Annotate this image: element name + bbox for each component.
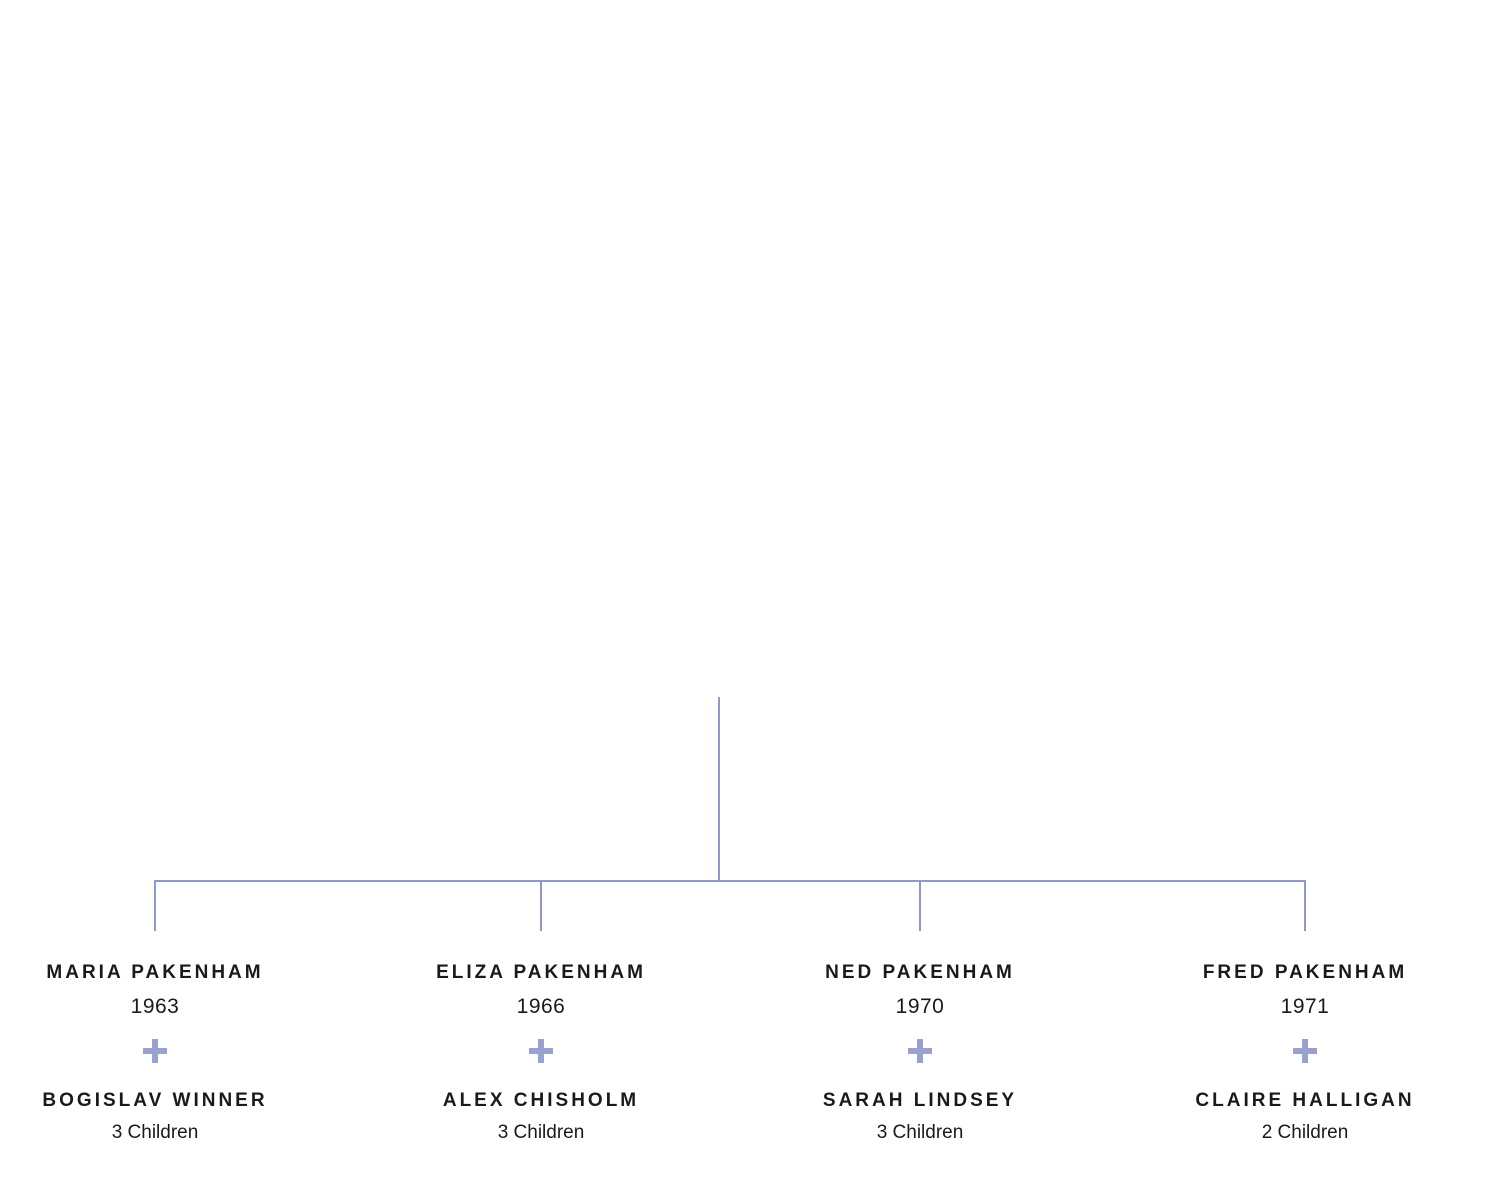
- birth-year: 1970: [895, 995, 945, 1018]
- birth-year: 1971: [1280, 995, 1330, 1018]
- children-count: 3 Children: [497, 1122, 585, 1143]
- person-entry[interactable]: ELIZA PAKENHAM 1966 ALEX CHISHOLM 3 Chil…: [381, 963, 701, 1145]
- plus-icon: [143, 1039, 167, 1063]
- plus-icon: [529, 1039, 553, 1063]
- person-name: ELIZA PAKENHAM: [436, 962, 646, 983]
- sibling-connector-line: [154, 880, 1306, 882]
- birth-year: 1966: [516, 995, 566, 1018]
- drop-line-4: [1304, 880, 1306, 931]
- drop-line-3: [919, 880, 921, 931]
- plus-icon: [908, 1039, 932, 1063]
- drop-line-2: [540, 880, 542, 931]
- children-count: 3 Children: [876, 1122, 964, 1143]
- spouse-name: CLAIRE HALLIGAN: [1195, 1090, 1415, 1111]
- drop-line-1: [154, 880, 156, 931]
- parent-stem-line: [718, 697, 720, 882]
- person-name: FRED PAKENHAM: [1202, 962, 1408, 983]
- spouse-name: BOGISLAV WINNER: [42, 1090, 268, 1111]
- person-name: NED PAKENHAM: [825, 962, 1015, 983]
- spouse-name: SARAH LINDSEY: [822, 1090, 1018, 1111]
- children-count: 3 Children: [111, 1122, 199, 1143]
- person-entry[interactable]: NED PAKENHAM 1970 SARAH LINDSEY 3 Childr…: [760, 963, 1080, 1145]
- spouse-name: ALEX CHISHOLM: [442, 1090, 640, 1111]
- person-entry[interactable]: FRED PAKENHAM 1971 CLAIRE HALLIGAN 2 Chi…: [1145, 963, 1465, 1145]
- plus-icon: [1293, 1039, 1317, 1063]
- person-name: MARIA PAKENHAM: [46, 962, 264, 983]
- person-entry[interactable]: MARIA PAKENHAM 1963 BOGISLAV WINNER 3 Ch…: [0, 963, 315, 1145]
- birth-year: 1963: [130, 995, 180, 1018]
- children-count: 2 Children: [1261, 1122, 1349, 1143]
